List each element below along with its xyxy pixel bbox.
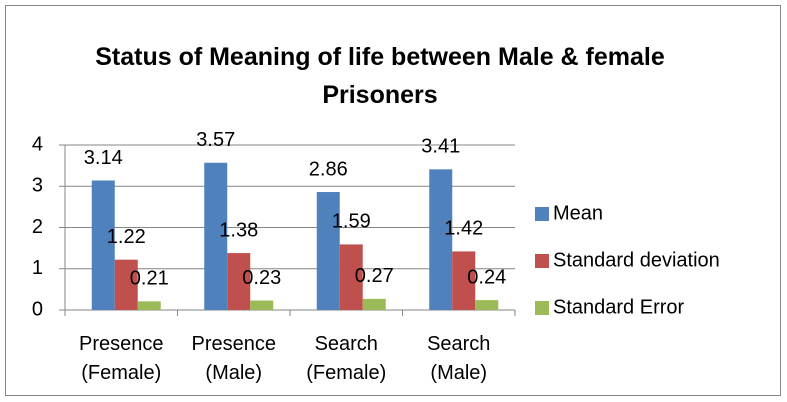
data-label: 1.42: [444, 218, 483, 240]
bar: [137, 301, 161, 310]
x-tick-label: Search (Female): [306, 333, 387, 384]
x-tick-label: Presence (Female): [79, 333, 164, 384]
data-label: 0.23: [242, 267, 281, 289]
bar: [316, 192, 340, 310]
legend-label: Mean: [553, 202, 603, 224]
data-label: 1.59: [332, 211, 371, 233]
y-tick-label: 4: [32, 133, 43, 155]
data-label: 3.14: [84, 147, 123, 169]
chart-title: Status of Meaning of life between Male &…: [95, 43, 665, 109]
bar: [114, 259, 138, 310]
data-label: 0.27: [355, 265, 394, 287]
chart-border: [5, 5, 781, 396]
x-tick-label: Search (Male): [427, 333, 491, 384]
bar: [339, 244, 363, 310]
bar: [250, 300, 274, 310]
data-label: 1.38: [219, 219, 258, 241]
data-label: 1.22: [107, 226, 146, 248]
bar: [475, 300, 499, 310]
legend-swatch: [535, 301, 549, 315]
y-tick-label: 2: [32, 216, 43, 238]
legend-swatch: [535, 254, 549, 268]
y-tick-label: 3: [32, 175, 43, 197]
bar: [362, 298, 386, 310]
bar: [204, 162, 228, 310]
legend-label: Standard Error: [553, 296, 685, 318]
y-tick-label: 1: [32, 257, 43, 279]
data-label: 0.21: [130, 268, 169, 290]
data-label: 3.57: [196, 129, 235, 151]
y-tick-label: 0: [32, 298, 43, 320]
bar: [452, 251, 476, 310]
legend-label: Standard deviation: [553, 249, 720, 271]
bar: [91, 180, 115, 310]
bar: [227, 253, 251, 310]
data-label: 3.41: [421, 136, 460, 158]
x-tick-label: Presence (Male): [191, 333, 277, 384]
legend-swatch: [535, 207, 549, 221]
data-label: 0.24: [467, 266, 506, 288]
bar: [429, 169, 453, 310]
data-label: 2.86: [309, 158, 348, 180]
